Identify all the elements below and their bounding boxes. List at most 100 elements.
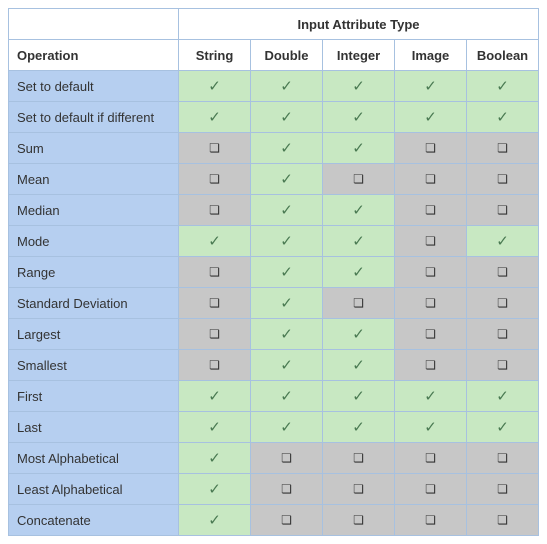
check-icon: ✓: [395, 381, 467, 412]
box-icon: ❏: [323, 288, 395, 319]
table-row: Smallest❏✓✓❏❏: [9, 350, 539, 381]
check-icon: ✓: [323, 133, 395, 164]
operation-cell: Largest: [9, 319, 179, 350]
box-icon: ❏: [467, 164, 539, 195]
check-icon: ✓: [251, 257, 323, 288]
box-icon: ❏: [179, 133, 251, 164]
check-icon: ✓: [251, 288, 323, 319]
operation-cell: Last: [9, 412, 179, 443]
box-icon: ❏: [395, 288, 467, 319]
check-icon: ✓: [251, 133, 323, 164]
box-icon: ❏: [395, 474, 467, 505]
box-icon: ❏: [467, 443, 539, 474]
box-icon: ❏: [467, 474, 539, 505]
box-icon: ❏: [179, 257, 251, 288]
box-icon: ❏: [395, 257, 467, 288]
check-icon: ✓: [179, 505, 251, 536]
col-header-double: Double: [251, 40, 323, 71]
col-header-image: Image: [395, 40, 467, 71]
check-icon: ✓: [467, 102, 539, 133]
header-row: Operation String Double Integer Image Bo…: [9, 40, 539, 71]
table-row: Median❏✓✓❏❏: [9, 195, 539, 226]
box-icon: ❏: [395, 226, 467, 257]
box-icon: ❏: [179, 350, 251, 381]
box-icon: ❏: [467, 133, 539, 164]
check-icon: ✓: [251, 164, 323, 195]
check-icon: ✓: [179, 443, 251, 474]
box-icon: ❏: [323, 505, 395, 536]
table-row: Set to default if different✓✓✓✓✓: [9, 102, 539, 133]
operation-cell: Least Alphabetical: [9, 474, 179, 505]
check-icon: ✓: [179, 381, 251, 412]
check-icon: ✓: [251, 319, 323, 350]
operation-cell: First: [9, 381, 179, 412]
box-icon: ❏: [395, 195, 467, 226]
table-row: First✓✓✓✓✓: [9, 381, 539, 412]
attribute-operation-table: Input Attribute Type Operation String Do…: [8, 8, 539, 536]
box-icon: ❏: [251, 505, 323, 536]
col-header-boolean: Boolean: [467, 40, 539, 71]
table-row: Mode✓✓✓❏✓: [9, 226, 539, 257]
box-icon: ❏: [467, 257, 539, 288]
check-icon: ✓: [323, 102, 395, 133]
check-icon: ✓: [467, 71, 539, 102]
check-icon: ✓: [467, 381, 539, 412]
check-icon: ✓: [395, 412, 467, 443]
operation-cell: Standard Deviation: [9, 288, 179, 319]
operation-cell: Mean: [9, 164, 179, 195]
table-body: Set to default✓✓✓✓✓Set to default if dif…: [9, 71, 539, 536]
check-icon: ✓: [179, 226, 251, 257]
box-icon: ❏: [179, 164, 251, 195]
table-row: Range❏✓✓❏❏: [9, 257, 539, 288]
operation-cell: Set to default if different: [9, 102, 179, 133]
col-header-integer: Integer: [323, 40, 395, 71]
box-icon: ❏: [323, 474, 395, 505]
operation-cell: Mode: [9, 226, 179, 257]
operation-cell: Most Alphabetical: [9, 443, 179, 474]
table-row: Concatenate✓❏❏❏❏: [9, 505, 539, 536]
check-icon: ✓: [323, 257, 395, 288]
box-icon: ❏: [179, 288, 251, 319]
check-icon: ✓: [395, 102, 467, 133]
box-icon: ❏: [395, 505, 467, 536]
box-icon: ❏: [395, 319, 467, 350]
check-icon: ✓: [323, 350, 395, 381]
check-icon: ✓: [179, 102, 251, 133]
check-icon: ✓: [179, 412, 251, 443]
table-row: Standard Deviation❏✓❏❏❏: [9, 288, 539, 319]
table-row: Sum❏✓✓❏❏: [9, 133, 539, 164]
operation-header: Operation: [9, 40, 179, 71]
operation-cell: Concatenate: [9, 505, 179, 536]
box-icon: ❏: [251, 443, 323, 474]
check-icon: ✓: [323, 226, 395, 257]
box-icon: ❏: [395, 133, 467, 164]
check-icon: ✓: [323, 71, 395, 102]
box-icon: ❏: [467, 195, 539, 226]
operation-cell: Range: [9, 257, 179, 288]
check-icon: ✓: [179, 474, 251, 505]
col-header-string: String: [179, 40, 251, 71]
box-icon: ❏: [179, 319, 251, 350]
check-icon: ✓: [251, 71, 323, 102]
check-icon: ✓: [251, 381, 323, 412]
check-icon: ✓: [323, 412, 395, 443]
check-icon: ✓: [323, 195, 395, 226]
check-icon: ✓: [467, 412, 539, 443]
table-row: Most Alphabetical✓❏❏❏❏: [9, 443, 539, 474]
box-icon: ❏: [323, 164, 395, 195]
box-icon: ❏: [467, 350, 539, 381]
operation-cell: Smallest: [9, 350, 179, 381]
box-icon: ❏: [395, 443, 467, 474]
check-icon: ✓: [395, 71, 467, 102]
box-icon: ❏: [467, 319, 539, 350]
box-icon: ❏: [179, 195, 251, 226]
spanning-header: Input Attribute Type: [179, 9, 539, 40]
table-row: Set to default✓✓✓✓✓: [9, 71, 539, 102]
check-icon: ✓: [251, 226, 323, 257]
check-icon: ✓: [323, 381, 395, 412]
box-icon: ❏: [467, 505, 539, 536]
check-icon: ✓: [323, 319, 395, 350]
box-icon: ❏: [395, 350, 467, 381]
box-icon: ❏: [395, 164, 467, 195]
check-icon: ✓: [251, 102, 323, 133]
